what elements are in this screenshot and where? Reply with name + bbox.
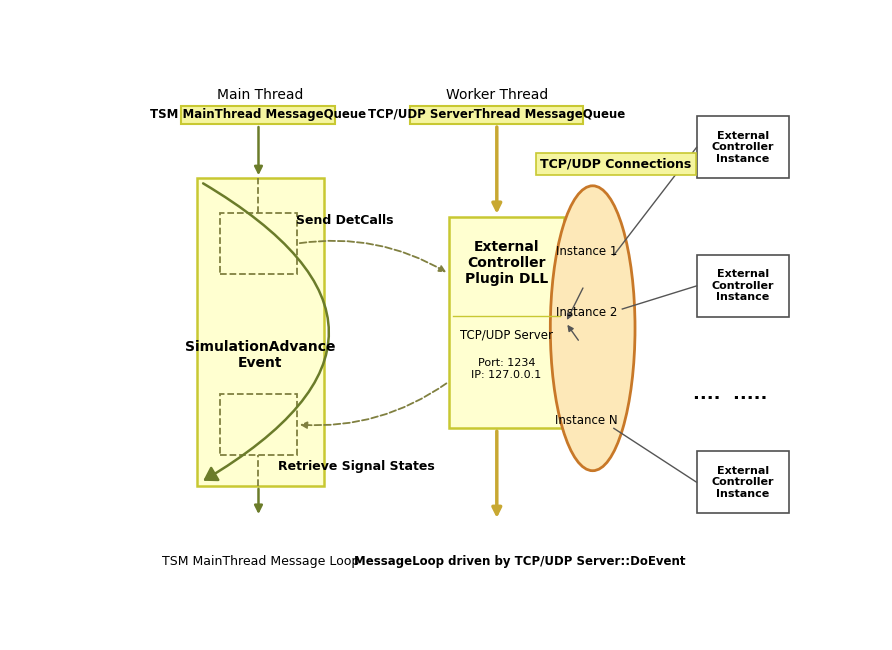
Text: Instance 1: Instance 1 (556, 245, 617, 258)
Text: Send DetCalls: Send DetCalls (296, 214, 393, 227)
Text: TCP/UDP Server: TCP/UDP Server (460, 329, 553, 342)
Bar (220, 213, 297, 274)
Bar (697, 255, 789, 317)
Text: MessageLoop driven by TCP/UDP Server::DoEvent: MessageLoop driven by TCP/UDP Server::Do… (354, 555, 686, 568)
Text: TCP/UDP Connections: TCP/UDP Connections (541, 158, 691, 171)
Text: Instance 2: Instance 2 (556, 306, 617, 319)
Text: Instance N: Instance N (555, 414, 618, 427)
Text: TCP/UDP ServerThread MessageQueue: TCP/UDP ServerThread MessageQueue (368, 109, 625, 122)
Bar (220, 394, 297, 455)
Text: TSM MainThread MessageQueue: TSM MainThread MessageQueue (151, 109, 367, 122)
Text: External
Controller
Plugin DLL: External Controller Plugin DLL (465, 240, 548, 287)
Ellipse shape (550, 186, 635, 471)
Bar (181, 106, 335, 124)
Bar (197, 178, 324, 486)
Text: External
Controller
Instance: External Controller Instance (712, 465, 774, 499)
Bar (410, 106, 583, 124)
Text: External
Controller
Instance: External Controller Instance (712, 269, 774, 302)
Text: Worker Thread: Worker Thread (446, 88, 548, 102)
Bar (449, 216, 564, 428)
Text: SimulationAdvance
Event: SimulationAdvance Event (186, 340, 335, 370)
Bar (697, 116, 789, 178)
Text: External
Controller
Instance: External Controller Instance (712, 131, 774, 164)
FancyArrowPatch shape (203, 183, 329, 480)
Text: TSM MainThread Message Loop: TSM MainThread Message Loop (161, 555, 359, 568)
Text: Main Thread: Main Thread (218, 88, 303, 102)
Text: Retrieve Signal States: Retrieve Signal States (278, 460, 434, 473)
Text: ....  .....: .... ..... (692, 385, 767, 403)
Bar (697, 452, 789, 513)
Text: Port: 1234
IP: 127.0.0.1: Port: 1234 IP: 127.0.0.1 (471, 358, 541, 380)
